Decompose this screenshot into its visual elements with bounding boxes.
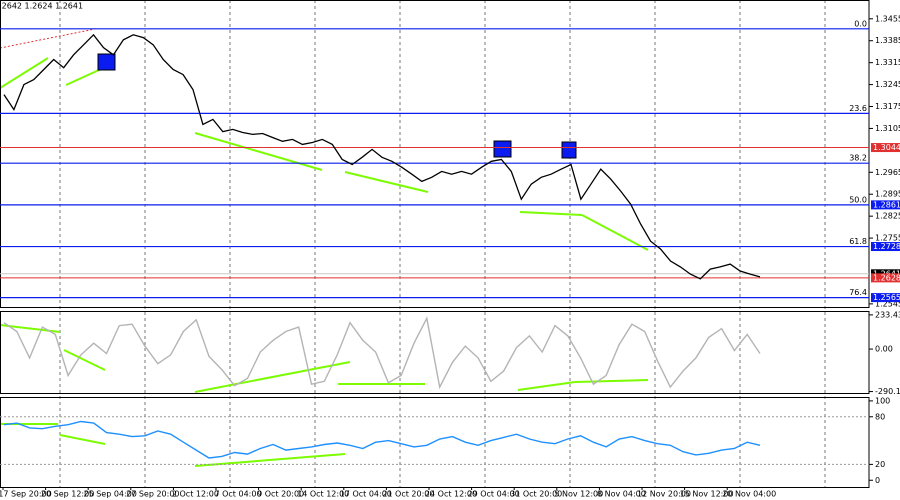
series-line [3,316,761,390]
y-tick-label: 80 [875,412,885,421]
price-box-label: 1.2565 [873,293,900,302]
y-tick-label: 1.3385 [875,36,900,45]
x-tick-label: 5 Nov 12:00 [554,490,603,499]
trend-line [59,434,106,445]
x-tick-label: 29 Oct 04:00 [468,490,520,499]
y-tick-label: 100 [875,396,890,405]
panel-frame [0,311,870,394]
x-tick-label: 17 Sep 20:00 [0,490,52,499]
x-tick-label: 15 Nov 12:00 [680,490,734,499]
trend-line [574,379,649,383]
x-tick-label: 12 Nov 20:00 [637,490,691,499]
trend-line [344,171,429,193]
y-tick-label: 233.4378 [875,310,900,319]
y-tick-label: 20 [875,460,885,469]
price-box-label: 1.2861 [873,200,900,209]
y-tick-label: 1.3245 [875,80,900,89]
fib-base-line [0,28,96,49]
trend-lines [0,57,649,467]
price-box-label: 1.2728 [873,242,900,251]
y-tick-label: -290.198 [875,387,900,396]
fib-label: 38.2 [849,154,867,163]
x-tick-label: 20 Nov 04:00 [722,490,776,499]
price-box-label: 1.3044 [873,143,900,152]
x-tick-label: 31 Oct 20:00 [510,490,562,499]
y-tick-label: 1.2965 [875,168,900,177]
x-tick-label: 21 Oct 20:00 [382,490,434,499]
trend-line [194,361,351,393]
x-tick-label: 2 Oct 12:00 [172,490,219,499]
y-tick-label: 1.2755 [875,234,900,243]
x-tick-label: 24 Oct 12:00 [425,490,477,499]
panel-frame [0,397,870,488]
price-box [871,273,900,283]
y-tick-label: 0.00 [875,345,893,354]
trend-line [517,381,576,391]
chart-title: 1.2642 1.2624 1.2641 [0,2,83,11]
x-tick-label: 7 Oct 04:00 [214,490,261,499]
x-tick-label: 17 Oct 04:00 [340,490,392,499]
x-tick-label: 9 Oct 20:00 [257,490,304,499]
signal-marker [493,140,512,158]
signal-marker [97,53,116,71]
price-box [871,242,900,252]
y-tick-label: 1.2825 [875,212,900,221]
trend-line [194,132,323,171]
fib-label: 61.8 [849,237,867,246]
trend-line [519,211,583,216]
signal-marker [561,141,577,159]
price-box [871,200,900,210]
trend-line [63,349,106,371]
fib-label: 23.6 [849,104,867,113]
price-box [871,293,900,303]
x-tick-label: 27 Sep 20:00 [126,490,179,499]
y-tick-label: 1.3175 [875,102,900,111]
series-line [3,33,761,280]
y-tick-label: 1.2545 [875,299,900,308]
y-tick-label: 1.3315 [875,58,900,67]
price-box-label: 1.2628 [873,273,900,282]
trend-line [0,57,49,89]
x-tick-label: 20 Sep 12:00 [41,490,94,499]
x-tick-label: 25 Sep 04:00 [83,490,136,499]
trend-line [581,214,649,251]
x-tick-label: 14 Oct 12:00 [297,490,349,499]
fib-label: 76.4 [849,288,867,297]
series-line [3,420,761,459]
signal-markers [97,53,577,159]
fib-label: 0.0 [854,19,867,28]
fib-label: 50.0 [849,195,867,204]
y-tick-label: 0 [875,476,880,485]
y-tick-label: 1.3455 [875,14,900,23]
x-tick-label: 8 Nov 04:00 [597,490,646,499]
price-box [871,143,900,153]
y-tick-label: 1.3105 [875,124,900,133]
y-tick-label: 1.2895 [875,190,900,199]
panel-frame [0,0,870,308]
